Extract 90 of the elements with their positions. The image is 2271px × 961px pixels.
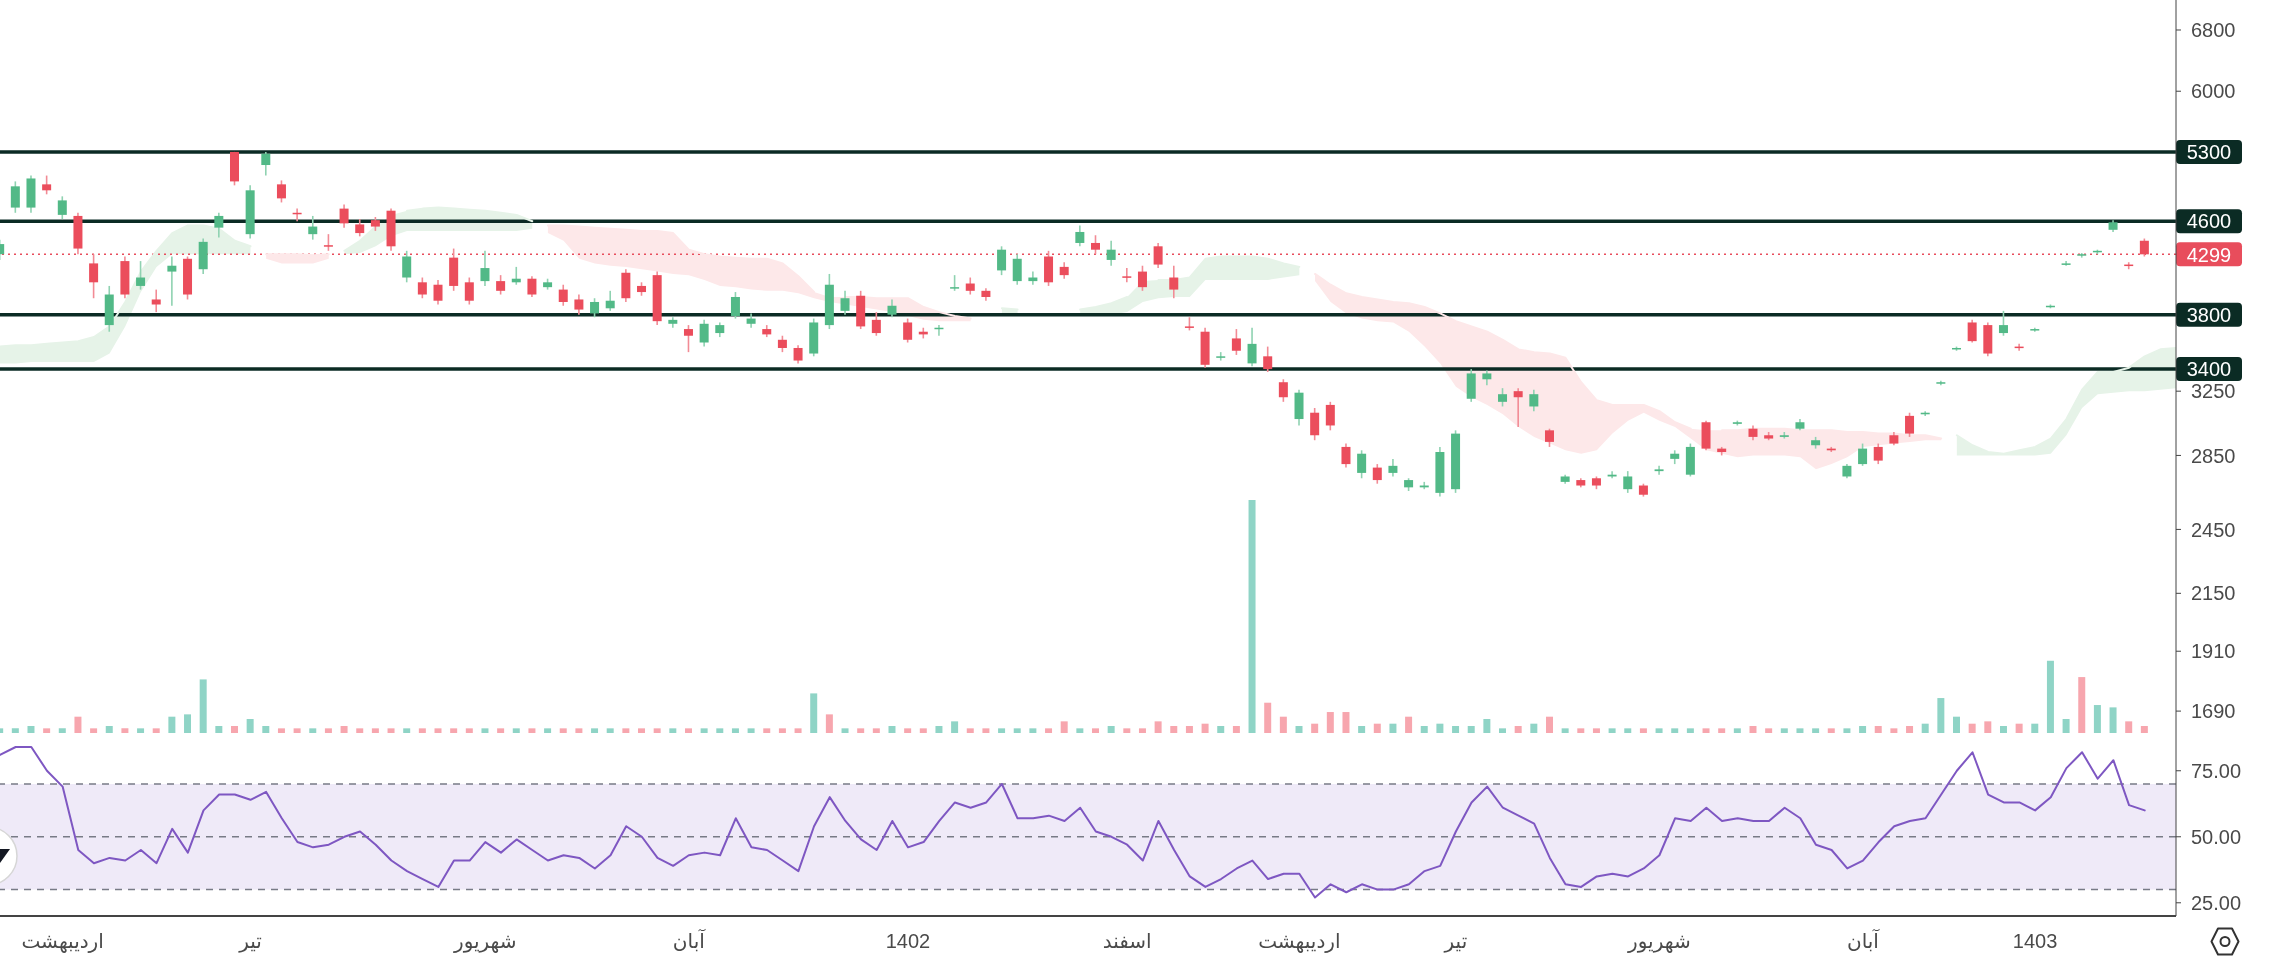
bar	[74, 716, 82, 733]
bar	[450, 728, 458, 733]
bar	[465, 728, 473, 733]
candlestick	[464, 276, 474, 306]
bar	[575, 728, 583, 733]
bar	[199, 679, 207, 733]
bar	[638, 728, 646, 733]
candlestick	[840, 290, 850, 316]
bar	[653, 728, 661, 733]
bar	[11, 728, 19, 733]
candlestick	[151, 288, 161, 313]
bar	[230, 726, 238, 733]
bar	[27, 726, 35, 733]
bar	[121, 728, 129, 733]
bar	[434, 728, 442, 733]
candlestick	[527, 275, 537, 298]
bar	[763, 728, 771, 733]
candlestick	[683, 324, 693, 353]
candlestick	[871, 311, 881, 337]
bar	[825, 714, 833, 733]
candlestick	[558, 283, 568, 307]
bar	[215, 726, 223, 733]
bar	[58, 728, 66, 733]
candlestick	[10, 180, 20, 214]
candlestick	[605, 290, 615, 312]
bar	[857, 728, 865, 733]
bar	[246, 719, 254, 733]
bar	[418, 728, 426, 733]
x-tick-label: آبان	[672, 928, 707, 953]
candlestick	[214, 211, 224, 239]
bar	[559, 728, 567, 733]
bar	[184, 714, 192, 733]
candlestick	[417, 276, 427, 300]
bar	[340, 726, 348, 733]
y-tick-label: 6800	[2191, 19, 2236, 42]
candlestick	[136, 260, 146, 291]
bar	[43, 728, 51, 733]
candlestick	[308, 215, 318, 241]
x-tick-label: اردیبهشت	[21, 930, 104, 954]
bar	[747, 728, 755, 733]
candlestick	[433, 279, 443, 306]
candlestick	[730, 291, 740, 320]
bar	[544, 728, 552, 733]
bar	[684, 728, 692, 733]
bar	[387, 728, 395, 733]
candlestick	[261, 151, 271, 177]
bar	[622, 728, 630, 733]
x-tick-label: شهریور	[453, 930, 517, 954]
candlestick	[402, 250, 412, 284]
bar	[700, 728, 708, 733]
bar	[309, 728, 317, 733]
y-tick-label: 6000	[2191, 80, 2236, 103]
bar	[293, 728, 301, 733]
bar	[481, 728, 489, 733]
candlestick	[57, 195, 67, 220]
bar	[168, 716, 176, 733]
bar	[716, 728, 724, 733]
bar	[262, 726, 270, 733]
bar	[778, 728, 786, 733]
candlestick	[793, 344, 803, 365]
bar	[403, 728, 411, 733]
bar	[591, 728, 599, 733]
candlestick	[590, 297, 600, 319]
candlestick	[276, 179, 286, 204]
candlestick	[699, 319, 709, 348]
candlestick	[339, 203, 349, 229]
bar	[731, 728, 739, 733]
candlestick	[480, 250, 490, 287]
bar	[794, 728, 802, 733]
bar	[841, 728, 849, 733]
bar	[90, 728, 98, 733]
bar	[152, 728, 160, 733]
candlestick	[167, 255, 177, 307]
bar	[497, 728, 505, 733]
bar	[872, 728, 880, 733]
x-tick-label: تیر	[238, 930, 262, 954]
bar	[324, 728, 332, 733]
bar	[528, 728, 536, 733]
bar	[606, 728, 614, 733]
candlestick	[574, 293, 584, 316]
candlestick	[42, 174, 52, 196]
bar	[137, 728, 145, 733]
bar	[512, 728, 520, 733]
bar	[810, 693, 818, 733]
bar	[277, 728, 285, 733]
candlestick	[496, 274, 506, 296]
bar	[356, 728, 364, 733]
bar	[669, 728, 677, 733]
bar	[105, 726, 113, 733]
bar	[371, 728, 379, 733]
